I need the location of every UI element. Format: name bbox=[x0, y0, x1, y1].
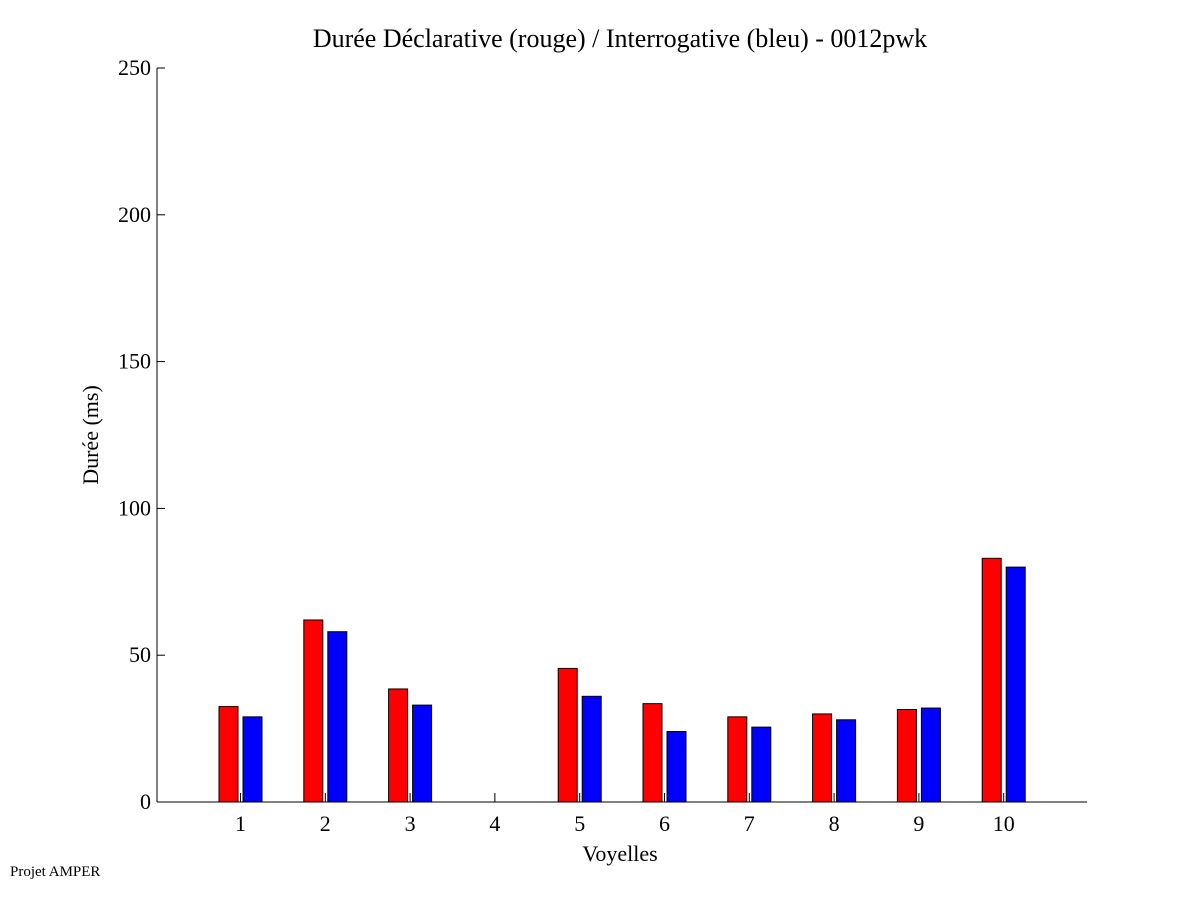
bar-red-6 bbox=[642, 703, 663, 803]
x-tick-label: 1 bbox=[235, 811, 246, 836]
bar-blue-6 bbox=[666, 731, 687, 803]
x-tick-label: 6 bbox=[659, 811, 670, 836]
x-tick-label: 9 bbox=[913, 811, 924, 836]
y-tick-label: 250 bbox=[118, 55, 151, 80]
bar-red-2 bbox=[303, 619, 324, 803]
y-tick-label: 200 bbox=[118, 202, 151, 227]
chart-bars bbox=[218, 557, 1026, 803]
x-axis-ticks: 1 2 3 4 5 6 7 8 9 10 bbox=[235, 793, 1015, 836]
y-tick-label: 50 bbox=[129, 642, 151, 667]
footer-credit: Projet AMPER bbox=[10, 864, 101, 880]
bar-blue-1 bbox=[242, 716, 263, 803]
x-tick-label: 3 bbox=[405, 811, 416, 836]
bar-blue-10 bbox=[1005, 566, 1026, 803]
bar-blue-5 bbox=[581, 695, 602, 803]
bar-red-8 bbox=[812, 713, 833, 803]
y-axis-label: Durée (ms) bbox=[78, 385, 103, 485]
x-tick-label: 5 bbox=[574, 811, 585, 836]
bar-blue-9 bbox=[920, 707, 941, 803]
bar-red-10 bbox=[981, 557, 1002, 803]
bar-blue-8 bbox=[836, 719, 857, 803]
bar-red-3 bbox=[388, 688, 409, 803]
x-axis-label: Voyelles bbox=[582, 841, 657, 866]
bar-red-5 bbox=[557, 667, 578, 803]
bar-red-9 bbox=[896, 709, 917, 803]
x-tick-label: 8 bbox=[829, 811, 840, 836]
chart-axes bbox=[156, 68, 1087, 803]
bar-blue-7 bbox=[751, 726, 772, 803]
y-tick-label: 100 bbox=[118, 495, 151, 520]
bar-blue-3 bbox=[412, 704, 433, 803]
y-tick-label: 150 bbox=[118, 349, 151, 374]
x-tick-label: 7 bbox=[744, 811, 755, 836]
y-axis-ticks: 0 50 100 150 200 250 bbox=[118, 55, 165, 814]
bar-red-7 bbox=[727, 716, 748, 803]
x-tick-label: 4 bbox=[489, 811, 500, 836]
y-tick-label: 0 bbox=[140, 789, 151, 814]
bar-red-1 bbox=[218, 706, 239, 803]
x-tick-label: 10 bbox=[993, 811, 1015, 836]
chart-title: Durée Déclarative (rouge) / Interrogativ… bbox=[313, 24, 927, 53]
x-tick-label: 2 bbox=[320, 811, 331, 836]
bar-blue-2 bbox=[327, 631, 348, 803]
